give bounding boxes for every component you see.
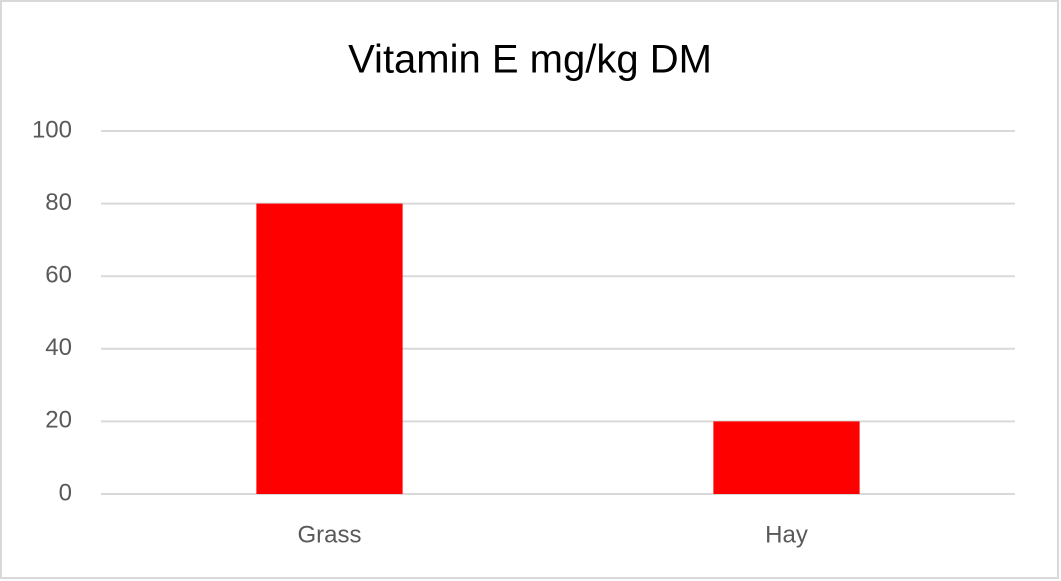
y-tick-label: 40 (45, 334, 72, 361)
y-tick-label: 100 (32, 116, 72, 143)
y-tick-label: 0 (59, 479, 72, 506)
x-tick-label: Grass (297, 521, 361, 548)
y-tick-label: 80 (45, 189, 72, 216)
chart-title: Vitamin E mg/kg DM (348, 38, 712, 82)
bar (256, 203, 403, 494)
y-tick-label: 60 (45, 262, 72, 289)
y-tick-label: 20 (45, 407, 72, 434)
x-tick-label: Hay (765, 521, 808, 548)
bar (713, 421, 860, 494)
